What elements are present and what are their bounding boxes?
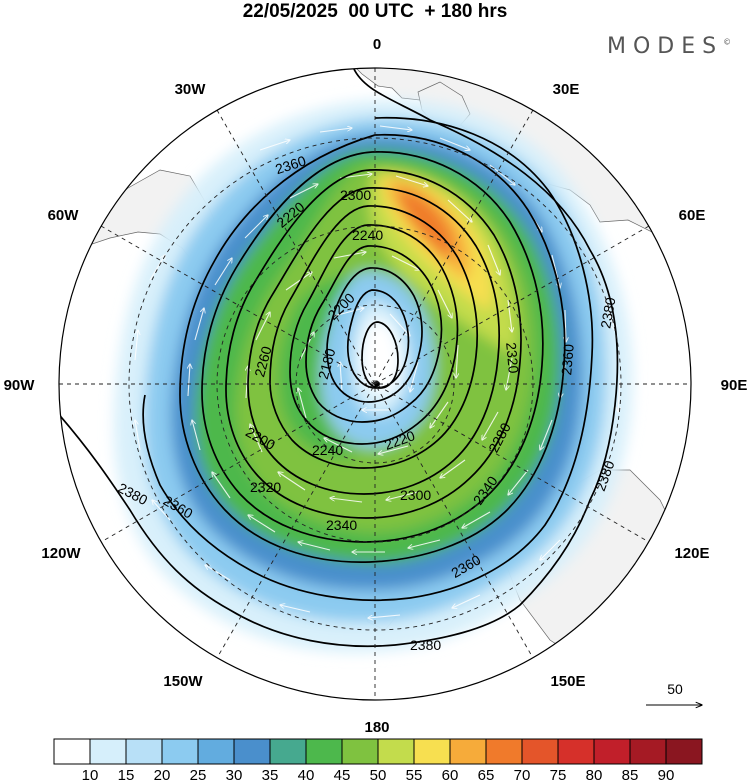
colorbar-swatch (593, 738, 631, 765)
colorbar-tick-label: 70 (514, 767, 531, 782)
colorbar-swatch (377, 738, 415, 765)
colorbar-tick-label: 40 (298, 767, 315, 782)
colorbar-swatch (125, 738, 163, 765)
colorbar-swatch (485, 738, 523, 765)
wind-vectors (135, 125, 620, 618)
colorbar-swatch (341, 738, 379, 765)
lon-label-90w: 90W (4, 377, 36, 394)
contour-label: 2240 (352, 227, 383, 243)
contour-label: 2320 (503, 342, 522, 375)
lon-label-0: 0 (373, 36, 381, 53)
colorbar-tick-label: 35 (262, 767, 279, 782)
copyright-mark: © (723, 37, 732, 47)
colorbar-tick-label: 85 (622, 767, 639, 782)
colorbar-tick-label: 50 (370, 767, 387, 782)
lon-label-120e: 120E (674, 545, 709, 562)
brand-logo: MODES© (607, 34, 731, 59)
lon-label-150e: 150E (550, 673, 585, 690)
colorbar-swatch (53, 738, 91, 765)
lon-label-150w: 150W (163, 673, 203, 690)
contour-label: 2260 (251, 344, 275, 378)
contour-label: 2380 (410, 637, 441, 653)
lon-label-30e: 30E (553, 81, 580, 98)
colorbar-swatch (269, 738, 307, 765)
map-boundary (58, 67, 692, 701)
brand-text: MODES (607, 34, 724, 59)
colorbar-tick-label: 30 (226, 767, 243, 782)
colorbar-swatch (197, 738, 235, 765)
lon-label-120w: 120W (41, 545, 81, 562)
contour-label: 2300 (340, 187, 371, 203)
contour-label: 2320 (250, 479, 281, 495)
colorbar-tick-label: 75 (550, 767, 567, 782)
colorbar-swatch (449, 738, 487, 765)
colorbar-tick-label: 65 (478, 767, 495, 782)
colorbar-tick-label: 90 (658, 767, 675, 782)
colorbar-tick-label: 60 (442, 767, 459, 782)
colorbar-swatch (233, 738, 271, 765)
contour-label: 2300 (400, 487, 431, 503)
colorbar-swatch (305, 738, 343, 765)
colorbar-swatch (665, 738, 703, 765)
colorbar: 10 15 20 25 30 35 40 45 50 55 60 65 70 75 80 85 90 (53, 738, 703, 782)
lon-label-90e: 90E (721, 377, 748, 394)
colorbar-tick-label: 15 (118, 767, 135, 782)
lon-label-180: 180 (364, 719, 389, 736)
colorbar-swatch (161, 738, 199, 765)
reference-vector-label: 50 (667, 681, 683, 697)
colorbar-swatch (521, 738, 559, 765)
contour-label: 2240 (312, 442, 343, 458)
contour-label: 2360 (558, 343, 577, 376)
colorbar-swatch (413, 738, 451, 765)
lon-label-60w: 60W (48, 207, 80, 224)
colorbar-tick-label: 55 (406, 767, 423, 782)
longitude-labels: 0 30E 60E 90E 120E 150E 180 150W 120W 90… (4, 36, 748, 736)
colorbar-tick-label: 25 (190, 767, 207, 782)
colorbar-swatch (629, 738, 667, 765)
colorbar-tick-label: 45 (334, 767, 351, 782)
map-title: 22/05/2025 00 UTC + 180 hrs (242, 1, 508, 22)
contour-label: 2380 (597, 296, 618, 330)
contour-label: 2180 (315, 346, 339, 380)
contour-label: 2340 (326, 517, 357, 533)
lon-label-60e: 60E (679, 207, 706, 224)
colorbar-swatch (89, 738, 127, 765)
graticule (59, 68, 691, 700)
colorbar-tick-label: 20 (154, 767, 171, 782)
colorbar-tick-label: 80 (586, 767, 603, 782)
colorbar-tick-label: 10 (82, 767, 99, 782)
lon-label-30w: 30W (175, 81, 207, 98)
colorbar-swatch (557, 738, 595, 765)
reference-vector: 50 (646, 681, 702, 705)
height-contours (59, 68, 619, 648)
